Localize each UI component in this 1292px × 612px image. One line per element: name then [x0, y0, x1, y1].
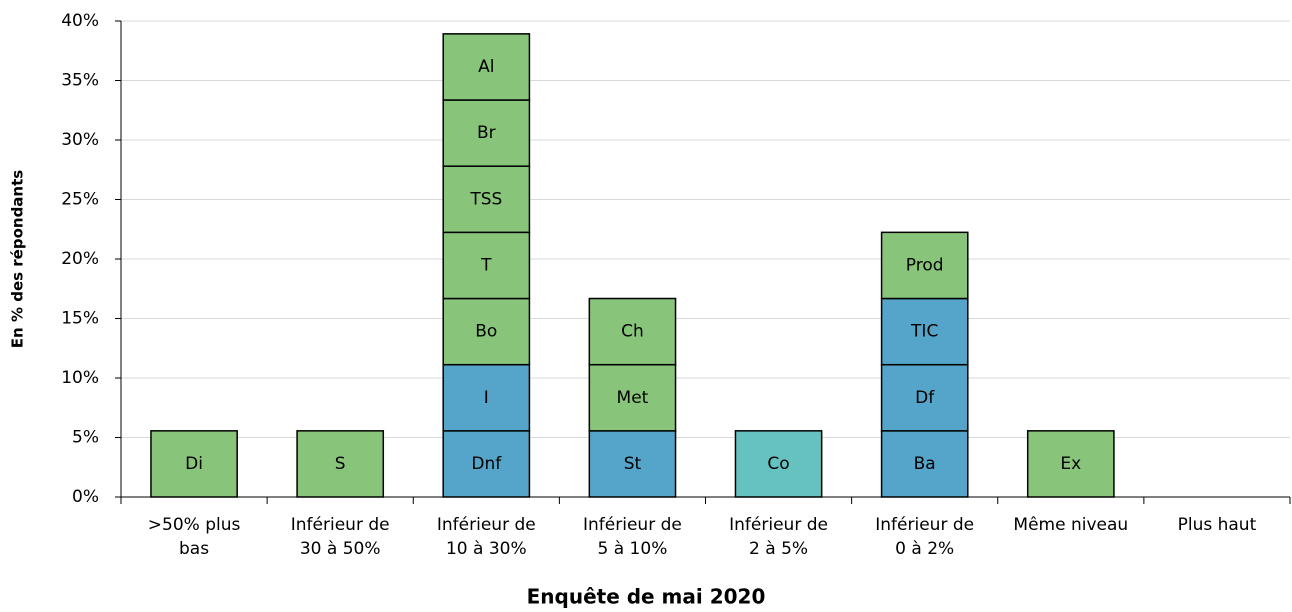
y-axis-title: En % des répondants	[9, 170, 27, 348]
x-tick-label: 30 à 50%	[300, 539, 381, 559]
y-tick-label: 30%	[61, 130, 99, 150]
x-tick-label: Même niveau	[1013, 515, 1128, 535]
y-tick-label: 15%	[61, 309, 99, 329]
segment-label: Df	[915, 388, 935, 408]
x-tick-label: 0 à 2%	[895, 539, 954, 559]
bar-segment	[442, 297, 531, 366]
segment-label: St	[624, 454, 642, 474]
x-tick-label: Inférieur de	[583, 515, 682, 535]
x-tick-label: 10 à 30%	[446, 539, 527, 559]
x-tick-label: 5 à 10%	[598, 539, 668, 559]
segment-label: Ex	[1060, 454, 1081, 474]
x-tick-label: Inférieur de	[437, 515, 536, 535]
segment-label: Br	[477, 123, 496, 143]
bar-segment	[588, 297, 677, 366]
segment-label: Al	[478, 57, 494, 77]
segment-label: Di	[185, 454, 203, 474]
bar-segment	[442, 231, 531, 300]
segment-label: Bo	[475, 322, 497, 342]
segment-label: T	[480, 255, 492, 275]
bar-segment	[1026, 430, 1115, 498]
segment-label: Co	[767, 454, 789, 474]
x-tick-label: Inférieur de	[875, 515, 974, 535]
segment-label: Ch	[621, 322, 644, 342]
segment-label: TIC	[910, 322, 938, 342]
segment-label: TSS	[469, 189, 502, 209]
y-tick-label: 25%	[61, 190, 99, 210]
y-tick-label: 35%	[61, 71, 99, 91]
y-tick-label: 40%	[61, 11, 99, 31]
bar-segment	[880, 297, 969, 366]
y-tick-label: 20%	[61, 249, 99, 269]
y-tick-label: 0%	[72, 487, 99, 507]
x-tick-label: Inférieur de	[291, 515, 390, 535]
bar-segment	[880, 430, 969, 498]
bar-segment	[442, 33, 531, 101]
bar-segment	[150, 430, 238, 498]
x-axis-title: Enquête de mai 2020	[527, 585, 766, 609]
segment-label: Dnf	[471, 454, 502, 474]
bar-segment	[442, 363, 531, 432]
bar-segment	[588, 430, 677, 498]
y-tick-label: 5%	[72, 428, 99, 448]
segment-label: Met	[617, 388, 649, 408]
segment-label: S	[335, 454, 346, 474]
bar-segment	[296, 430, 385, 498]
x-tick-label: Plus haut	[1178, 515, 1257, 535]
segment-label: Ba	[914, 454, 936, 474]
bar-segment	[880, 231, 969, 300]
bar-segment	[880, 363, 969, 432]
bar-segment	[734, 430, 823, 498]
x-tick-label: bas	[179, 539, 209, 559]
bar-segment	[442, 165, 531, 234]
x-tick-label: >50% plus	[148, 515, 241, 535]
bar-segment	[588, 363, 677, 432]
x-tick-label: 2 à 5%	[749, 539, 808, 559]
segment-label: Prod	[906, 255, 944, 275]
y-tick-label: 10%	[61, 368, 99, 388]
segment-label: I	[484, 388, 489, 408]
x-tick-label: Inférieur de	[729, 515, 828, 535]
